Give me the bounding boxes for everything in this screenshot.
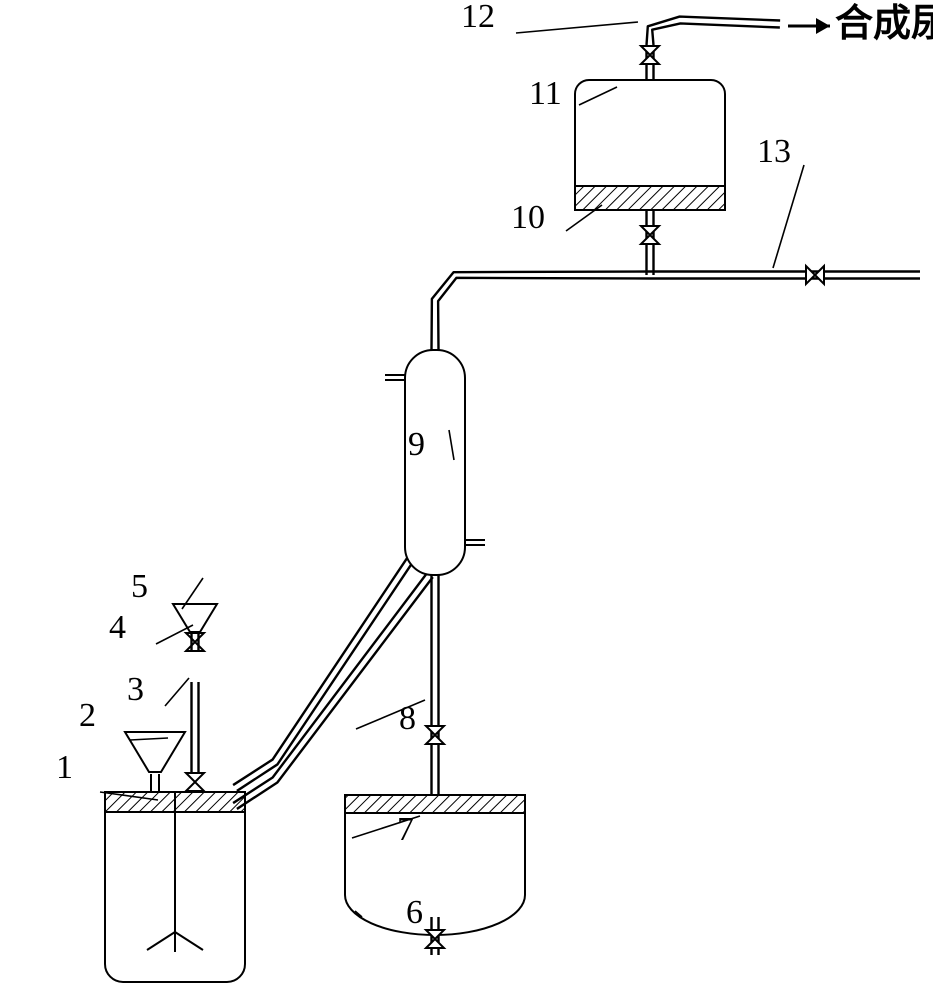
leader-line	[516, 22, 638, 33]
label-11: 11	[529, 75, 562, 112]
label-6: 6	[406, 894, 423, 931]
label-12: 12	[461, 0, 495, 35]
label-2: 2	[79, 697, 96, 734]
label-9: 9	[408, 426, 425, 463]
funnel-5	[173, 604, 217, 632]
label-1: 1	[56, 749, 73, 786]
label-8: 8	[399, 700, 416, 737]
label-10: 10	[511, 199, 545, 236]
label-4: 4	[109, 609, 126, 646]
label-5: 5	[131, 568, 148, 605]
output-label: 合成尿素	[835, 3, 933, 45]
label-7: 7	[397, 811, 414, 848]
vessel-7	[345, 795, 525, 935]
leader-line	[165, 678, 189, 706]
label-13: 13	[757, 133, 791, 170]
leader-line	[773, 165, 804, 268]
diagram: 合成尿素12345678910111213	[56, 0, 933, 982]
label-3: 3	[127, 671, 144, 708]
